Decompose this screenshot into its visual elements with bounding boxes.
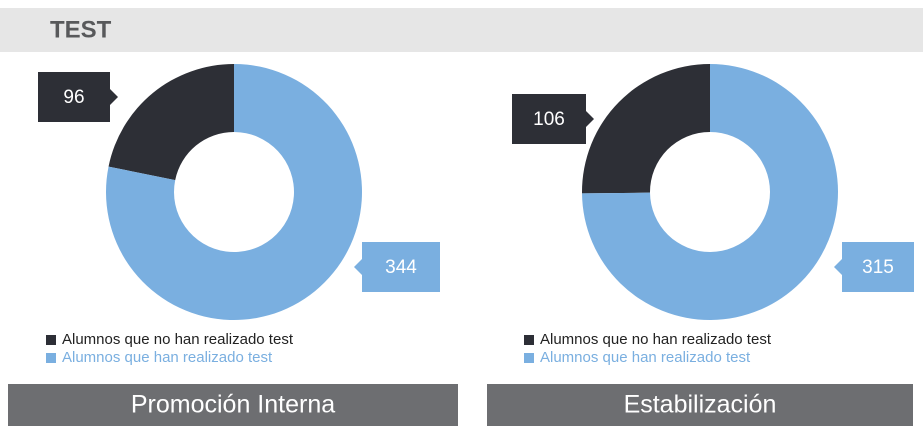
value-callout: [362, 242, 440, 292]
header-title: TEST: [50, 16, 112, 43]
legend-swatch: [524, 335, 534, 345]
value-callout: [38, 72, 110, 122]
legend-label: Alumnos que han realizado test: [62, 349, 273, 366]
value-callout: [512, 94, 586, 144]
value-label: 344: [385, 257, 417, 278]
callout-pointer: [834, 259, 842, 275]
callout-pointer: [586, 111, 594, 127]
callout-pointer: [110, 89, 118, 105]
chart-title-bar: [8, 384, 458, 426]
donut-segment: [108, 64, 234, 181]
chart-title-bar: [487, 384, 913, 426]
chart-title: Estabilización: [624, 391, 777, 419]
header-band: [0, 8, 923, 52]
chart-title: Promoción Interna: [131, 391, 335, 419]
value-label: 315: [862, 257, 894, 278]
legend-swatch: [46, 353, 56, 363]
legend-swatch: [46, 335, 56, 345]
value-label: 96: [63, 87, 84, 108]
value-callout: [842, 242, 914, 292]
legend-label: Alumnos que no han realizado test: [540, 331, 772, 348]
donut-segment: [105, 64, 362, 320]
legend-label: Alumnos que no han realizado test: [62, 331, 294, 348]
legend-label: Alumnos que han realizado test: [540, 349, 751, 366]
donut-segment: [582, 64, 838, 320]
donut-segment: [582, 64, 710, 194]
legend-swatch: [524, 353, 534, 363]
value-label: 106: [533, 109, 565, 130]
callout-pointer: [354, 259, 362, 275]
